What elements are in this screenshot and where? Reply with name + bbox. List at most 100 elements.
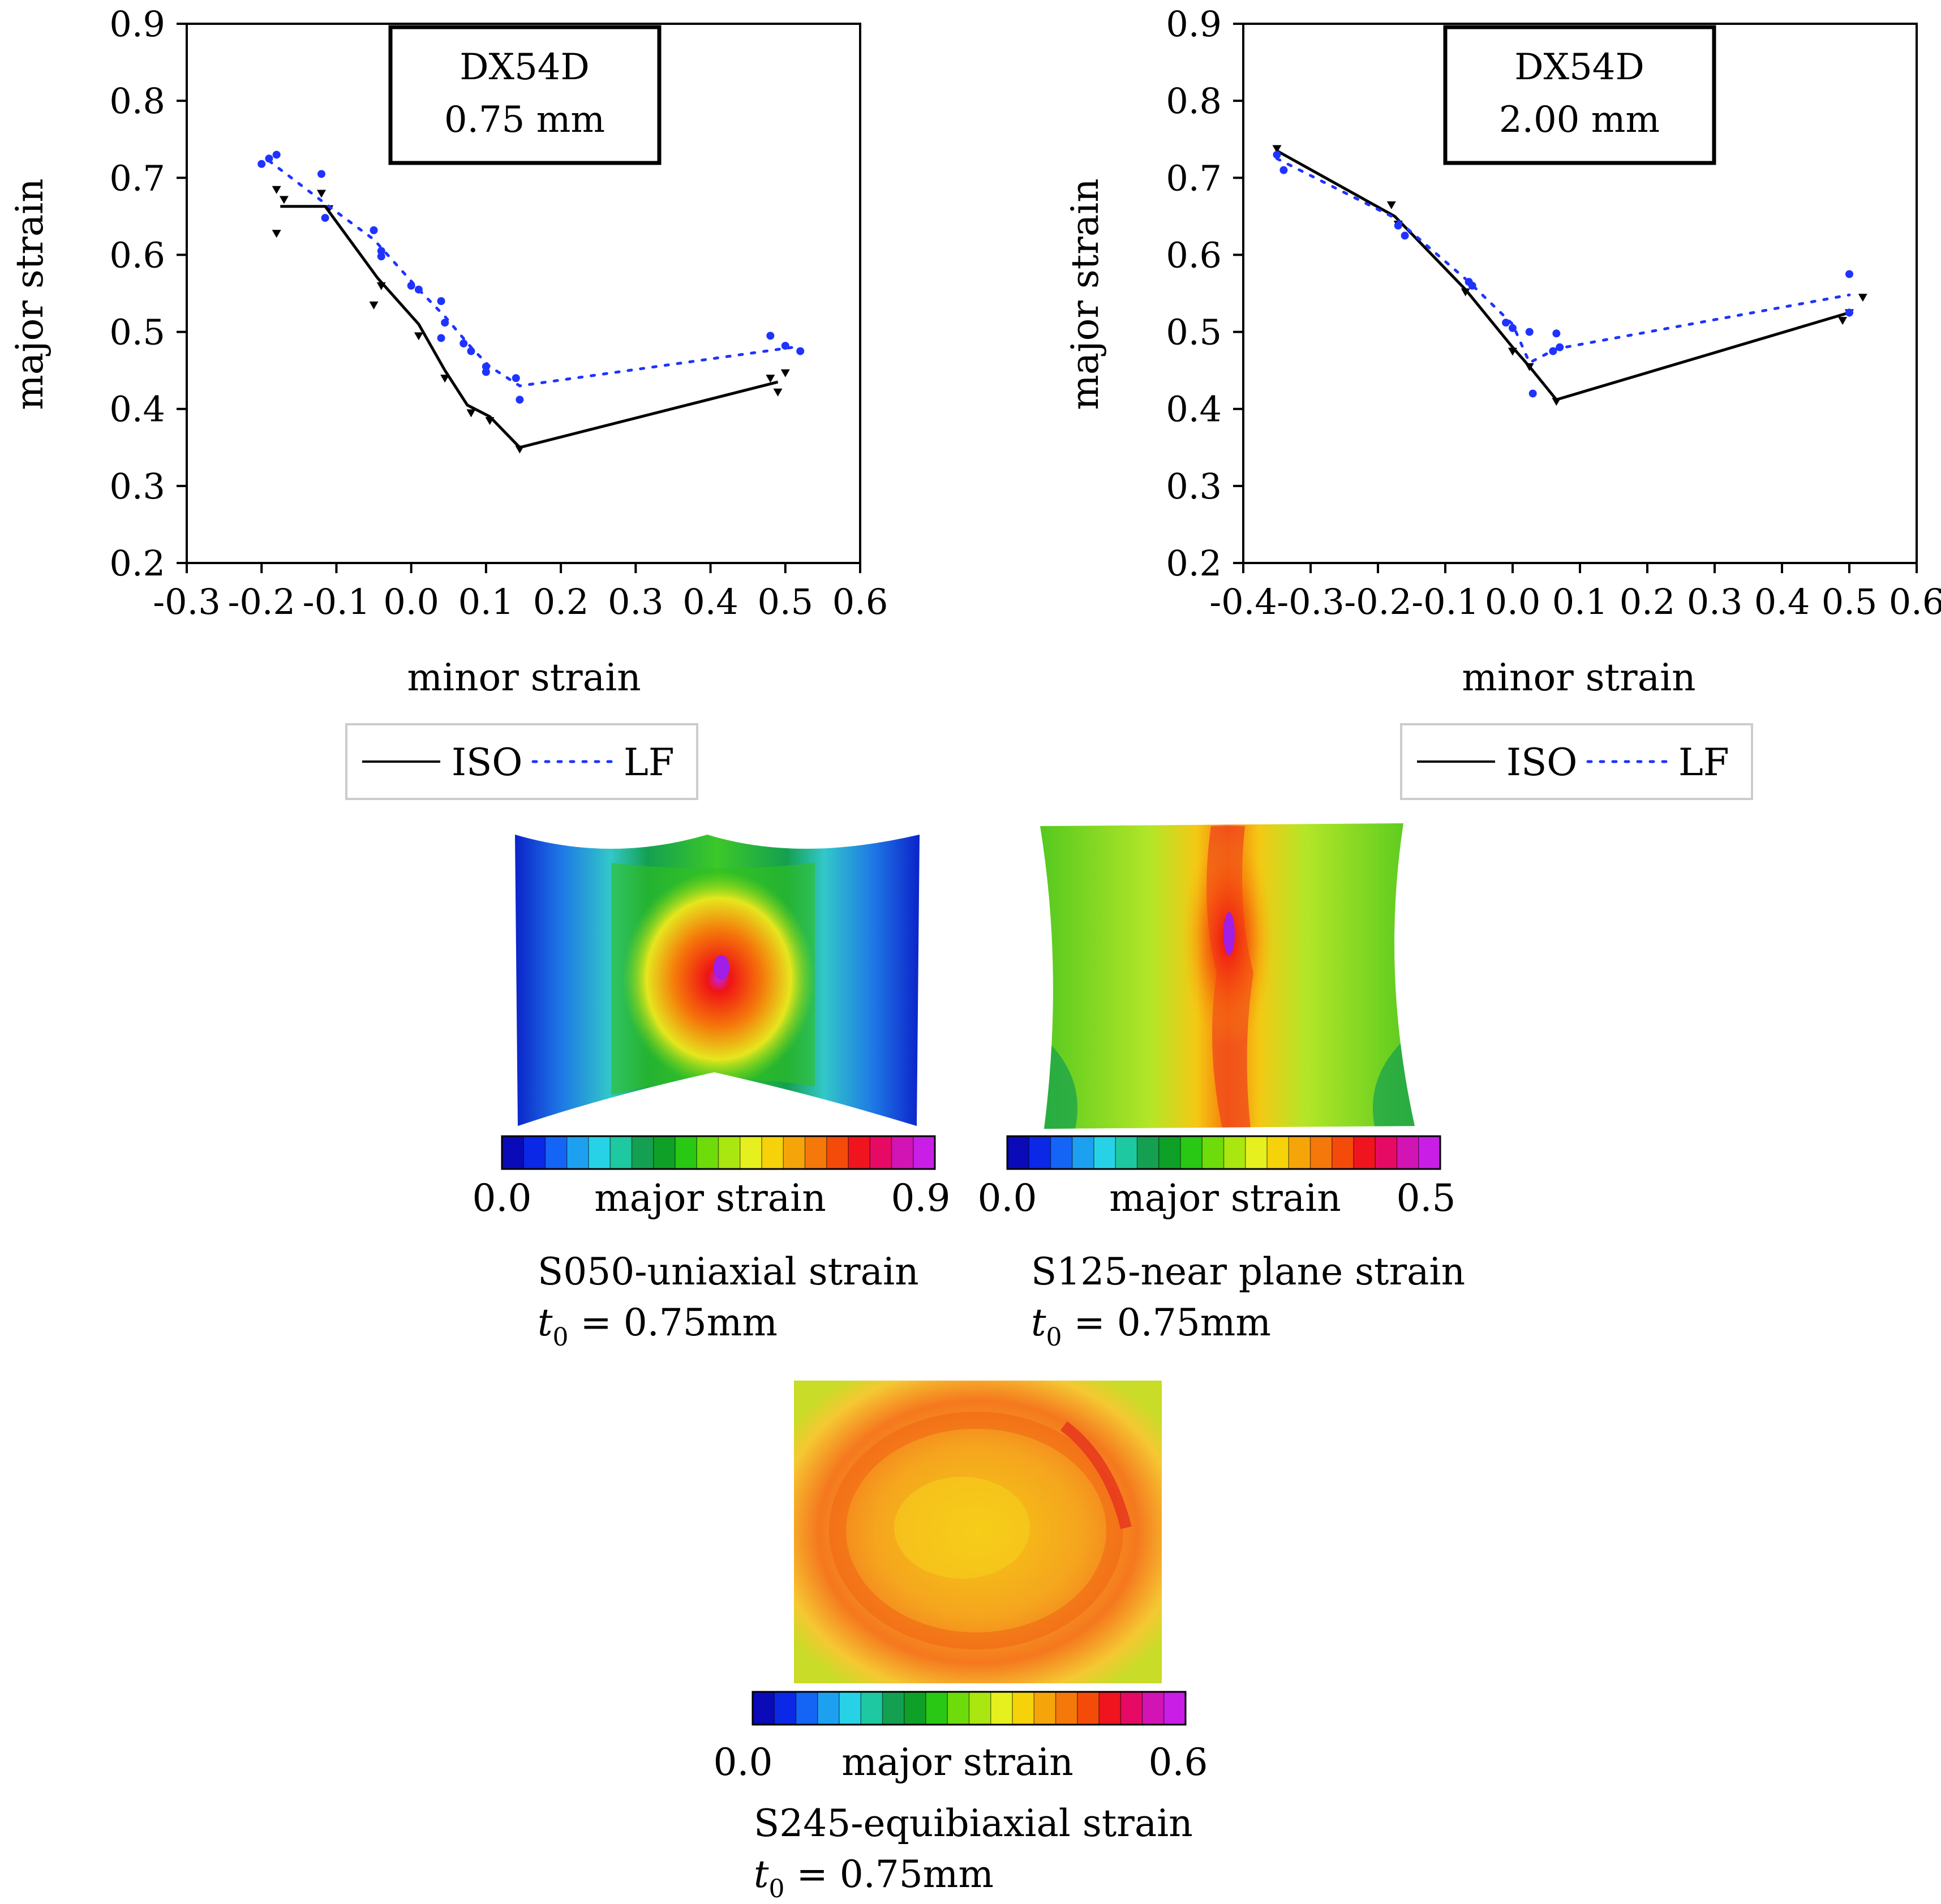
chart1-x-tick-label: -0.1 <box>303 581 371 622</box>
chart1-y-ticks: 0.2 0.3 0.4 0.5 0.6 0.7 0.8 0.9 <box>109 3 187 584</box>
strain-map-s245: 0.0 major strain 0.6 S245-equibiaxial st… <box>714 1381 1208 1903</box>
colorbar-segment <box>545 1136 568 1169</box>
colorbar-segment <box>969 1692 991 1725</box>
colorbar-frame <box>1006 1135 1441 1170</box>
colorbar-segment <box>1142 1692 1165 1725</box>
chart2-lf-point <box>1556 343 1564 351</box>
chart1-x-label: minor strain <box>407 656 641 699</box>
colorbar-segment <box>1137 1136 1160 1169</box>
chart1-lf-point <box>407 281 415 290</box>
chart1-x-tick-label: 0.3 <box>608 581 664 622</box>
chart2-iso-point <box>1508 347 1517 356</box>
colorbar-segment <box>523 1136 546 1169</box>
chart1-lf-point <box>482 368 490 376</box>
colorbar-segment <box>1012 1692 1034 1725</box>
chart2-y-tick-label: 0.8 <box>1166 80 1222 122</box>
chart2-x-tick-label: 0.3 <box>1687 581 1743 622</box>
chart1-lf-line <box>267 159 795 388</box>
chart1-iso-point <box>369 301 379 310</box>
strain-map-s125-image <box>1040 823 1415 1129</box>
chart1-lf-point <box>265 154 273 163</box>
chart2-legend: ISO LF <box>1400 723 1753 800</box>
colorbar-segment <box>774 1692 796 1725</box>
colorbar-segment <box>1180 1136 1203 1169</box>
colorbar-segment <box>870 1136 892 1169</box>
chart1-y-tick-label: 0.9 <box>109 3 165 45</box>
colorbar-segment <box>839 1692 861 1725</box>
s245-caption: S245-equibiaxial strain <box>754 1802 1193 1845</box>
chart2-x-tick-label: -0.1 <box>1411 581 1479 622</box>
chart1-plot-frame <box>186 23 861 564</box>
chart2-x-tick-label: 0.6 <box>1889 581 1941 622</box>
colorbar-segment <box>653 1136 676 1169</box>
colorbar-segment <box>1354 1136 1376 1169</box>
chart1-lf-point <box>317 170 325 178</box>
colorbar-segment <box>1115 1136 1137 1169</box>
s125-colorbar-min: 0.0 <box>978 1176 1037 1220</box>
chart1-iso-line <box>280 205 779 449</box>
chart2-lf-line <box>1276 157 1851 365</box>
colorbar-segment <box>1094 1136 1116 1169</box>
chart2-lf-point <box>1845 270 1853 278</box>
chart2-iso-point <box>1272 145 1282 153</box>
colorbar-segment <box>904 1692 926 1725</box>
colorbar-segment <box>1267 1136 1289 1169</box>
chart2-lf-point <box>1401 231 1409 240</box>
colorbar-segment <box>796 1692 818 1725</box>
chart2-x-ticks: -0.4 -0.3 -0.2 -0.1 0.0 0.1 0.2 0.3 0.4 0.5 0.6 <box>1209 563 1941 622</box>
chart2-y-ticks: 0.2 0.3 0.4 0.5 0.6 0.7 0.8 0.9 <box>1166 3 1243 584</box>
colorbar-segment <box>826 1136 849 1169</box>
chart2-lf-point <box>1394 221 1402 230</box>
chart1-x-tick-label: 0.4 <box>682 581 738 622</box>
chart2-subtitle: 2.00 mm <box>1499 99 1660 141</box>
chart1-x-tick-label: 0.2 <box>533 581 589 622</box>
colorbar-segment <box>610 1136 632 1169</box>
chart1-legend-lf-label: LF <box>624 741 675 784</box>
chart1-y-tick-label: 0.4 <box>109 389 165 430</box>
colorbar-segment <box>589 1136 611 1169</box>
colorbar-segment <box>913 1136 935 1169</box>
s245-colorbar-label: major strain <box>841 1740 1073 1784</box>
colorbar-frame <box>501 1135 936 1170</box>
colorbar-segment <box>891 1136 914 1169</box>
chart2-y-tick-label: 0.6 <box>1166 234 1222 276</box>
chart1-y-tick-label: 0.2 <box>109 543 165 584</box>
chart2-title: DX54D <box>1514 46 1644 88</box>
chart2-iso-point <box>1461 288 1470 296</box>
colorbar-segment <box>1099 1692 1121 1725</box>
s050-colorbar <box>501 1135 936 1170</box>
chart1-iso-point <box>414 332 423 341</box>
chart1-x-tick-label: -0.2 <box>227 581 295 622</box>
chart2-x-tick-label: 0.4 <box>1754 581 1810 622</box>
chart1-x-ticks: -0.3 -0.2 -0.1 0.0 0.1 0.2 0.3 0.4 0.5 0.6 <box>153 563 888 622</box>
strain-map-s050: 0.0 major strain 0.9 S050-uniaxial strai… <box>473 835 951 1352</box>
colorbar-segment <box>1202 1136 1224 1169</box>
chart1-lf-point <box>766 332 775 340</box>
colorbar-segment <box>783 1136 805 1169</box>
chart2-y-tick-label: 0.2 <box>1166 543 1222 584</box>
colorbar-segment <box>1289 1136 1311 1169</box>
chart1-legend-iso-label: ISO <box>452 741 522 784</box>
colorbar-segment <box>990 1692 1013 1725</box>
chart2-marks <box>1242 23 1918 564</box>
chart1-iso-point <box>440 375 450 383</box>
chart2-lf-point <box>1468 281 1476 290</box>
chart1-iso-point <box>515 445 525 454</box>
chart1-lf-point <box>257 160 266 168</box>
colorbar-segment <box>697 1136 719 1169</box>
chart2-iso-point <box>1386 201 1396 209</box>
chart2-lf-point <box>1502 319 1510 327</box>
chart1-iso-point <box>780 369 790 377</box>
chart1-y-tick-label: 0.7 <box>109 157 165 199</box>
chart2-lf-point <box>1528 389 1537 398</box>
chart1-iso-point <box>272 230 281 238</box>
chart2-lf-point <box>1845 308 1853 317</box>
chart-075mm: -0.3 -0.2 -0.1 0.0 0.1 0.2 0.3 0.4 0.5 0.6 0.2 0.3… <box>8 3 888 800</box>
colorbar-segment <box>1007 1136 1029 1169</box>
s050-colorbar-max: 0.9 <box>891 1176 951 1220</box>
chart1-iso-point <box>376 282 386 290</box>
chart1-x-tick-label: 0.5 <box>757 581 813 622</box>
chart2-x-tick-label: -0.4 <box>1209 581 1277 622</box>
chart2-iso-line <box>1276 149 1850 402</box>
